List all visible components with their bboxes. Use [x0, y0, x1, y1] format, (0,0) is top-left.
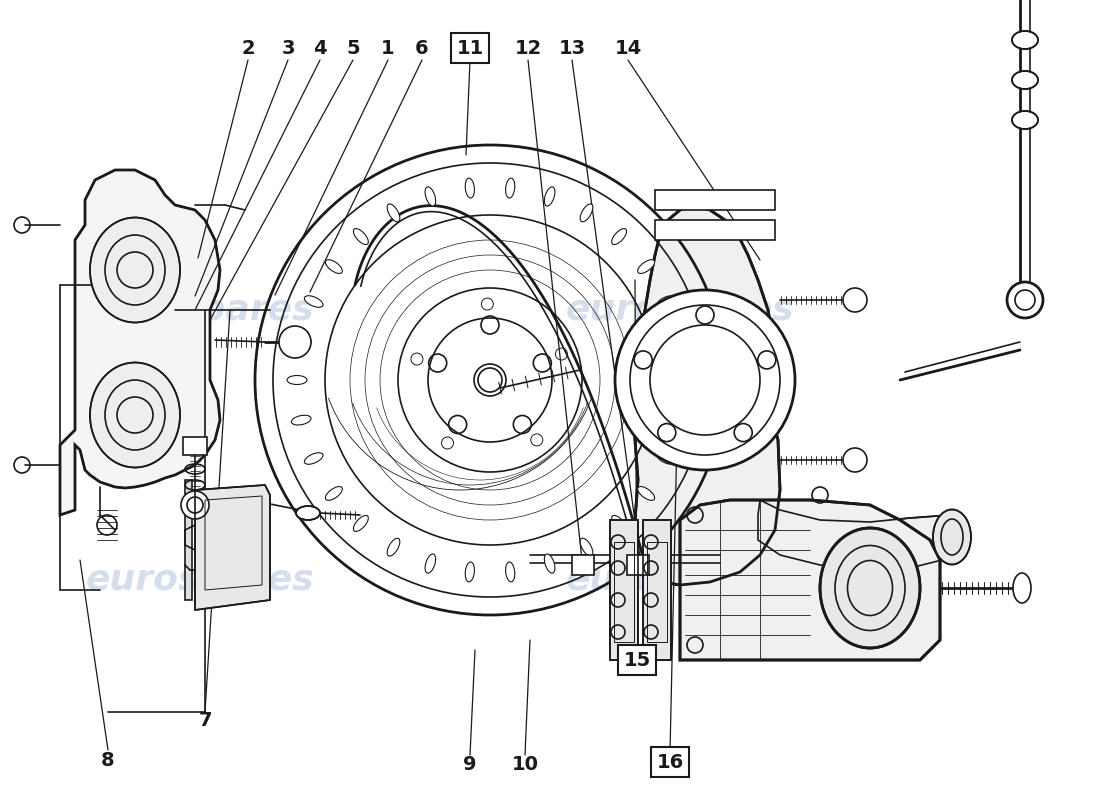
- Bar: [183, 437, 207, 455]
- Bar: [647, 542, 667, 642]
- Ellipse shape: [820, 528, 920, 648]
- Ellipse shape: [296, 506, 320, 520]
- Circle shape: [843, 288, 867, 312]
- Text: 12: 12: [515, 38, 541, 58]
- Text: 8: 8: [101, 750, 114, 770]
- Ellipse shape: [669, 415, 689, 425]
- Bar: [654, 220, 776, 240]
- Text: 2: 2: [241, 38, 255, 58]
- Circle shape: [1006, 282, 1043, 318]
- Circle shape: [758, 351, 776, 369]
- Text: eurospares: eurospares: [565, 563, 794, 597]
- Text: 13: 13: [559, 38, 585, 58]
- Bar: [610, 520, 638, 660]
- Text: 10: 10: [512, 755, 539, 774]
- Ellipse shape: [305, 453, 323, 464]
- Circle shape: [474, 364, 506, 396]
- Polygon shape: [680, 500, 940, 660]
- Ellipse shape: [612, 229, 627, 245]
- Ellipse shape: [292, 415, 311, 425]
- Ellipse shape: [638, 486, 654, 500]
- Ellipse shape: [506, 178, 515, 198]
- Ellipse shape: [669, 335, 689, 345]
- Ellipse shape: [425, 187, 436, 206]
- Circle shape: [696, 306, 714, 324]
- Ellipse shape: [287, 375, 307, 385]
- Ellipse shape: [544, 187, 554, 206]
- Text: eurospares: eurospares: [86, 563, 315, 597]
- Ellipse shape: [580, 204, 593, 222]
- Circle shape: [635, 351, 652, 369]
- Ellipse shape: [465, 178, 474, 198]
- Ellipse shape: [353, 515, 369, 531]
- Text: 4: 4: [314, 38, 327, 58]
- Text: 15: 15: [624, 650, 650, 670]
- Text: eurospares: eurospares: [86, 293, 315, 327]
- Polygon shape: [185, 480, 192, 600]
- Bar: [654, 190, 776, 210]
- Circle shape: [734, 423, 752, 442]
- Text: 14: 14: [615, 38, 641, 58]
- Bar: [627, 555, 649, 575]
- Ellipse shape: [292, 335, 311, 345]
- Ellipse shape: [465, 562, 474, 582]
- Text: 6: 6: [415, 38, 429, 58]
- Ellipse shape: [90, 218, 180, 322]
- Circle shape: [615, 290, 795, 470]
- Bar: [614, 542, 634, 642]
- Ellipse shape: [425, 554, 436, 573]
- Ellipse shape: [305, 296, 323, 307]
- Polygon shape: [632, 205, 780, 585]
- Polygon shape: [758, 500, 960, 570]
- Ellipse shape: [1012, 111, 1038, 129]
- Circle shape: [843, 448, 867, 472]
- Text: 3: 3: [282, 38, 295, 58]
- Ellipse shape: [326, 486, 342, 500]
- Ellipse shape: [638, 260, 654, 274]
- Ellipse shape: [933, 510, 971, 565]
- Ellipse shape: [657, 296, 675, 307]
- Text: 11: 11: [456, 38, 484, 58]
- Ellipse shape: [657, 453, 675, 464]
- Text: 16: 16: [657, 753, 683, 771]
- Circle shape: [279, 326, 311, 358]
- Bar: [572, 555, 594, 575]
- Text: 1: 1: [382, 38, 395, 58]
- Ellipse shape: [544, 554, 554, 573]
- Circle shape: [658, 423, 675, 442]
- Ellipse shape: [387, 204, 399, 222]
- Ellipse shape: [506, 562, 515, 582]
- Bar: [644, 520, 671, 660]
- Ellipse shape: [326, 260, 342, 274]
- Ellipse shape: [1012, 31, 1038, 49]
- Circle shape: [182, 491, 209, 519]
- Ellipse shape: [1013, 573, 1031, 603]
- Text: 7: 7: [198, 710, 211, 730]
- Ellipse shape: [612, 515, 627, 531]
- Text: 9: 9: [463, 755, 476, 774]
- Ellipse shape: [387, 538, 399, 556]
- Ellipse shape: [1012, 71, 1038, 89]
- Text: 5: 5: [346, 38, 360, 58]
- Ellipse shape: [90, 362, 180, 467]
- Bar: [644, 520, 671, 660]
- Ellipse shape: [580, 538, 593, 556]
- Ellipse shape: [353, 229, 369, 245]
- Polygon shape: [60, 170, 220, 515]
- Polygon shape: [195, 485, 270, 610]
- Bar: [610, 520, 638, 660]
- Text: eurospares: eurospares: [565, 293, 794, 327]
- Ellipse shape: [673, 375, 693, 385]
